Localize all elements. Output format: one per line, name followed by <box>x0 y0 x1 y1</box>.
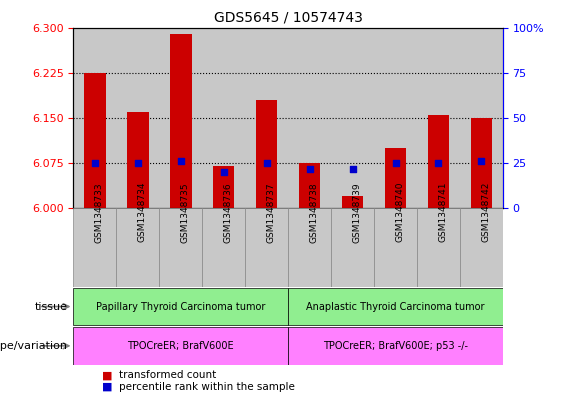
FancyBboxPatch shape <box>202 208 245 287</box>
Text: percentile rank within the sample: percentile rank within the sample <box>119 382 294 392</box>
Bar <box>213 166 234 208</box>
Text: GSM1348737: GSM1348737 <box>267 182 276 242</box>
Text: GSM1348733: GSM1348733 <box>95 182 104 242</box>
Text: Papillary Thyroid Carcinoma tumor: Papillary Thyroid Carcinoma tumor <box>96 301 266 312</box>
Text: ■: ■ <box>102 382 112 392</box>
Bar <box>159 28 202 208</box>
Text: genotype/variation: genotype/variation <box>0 341 68 351</box>
Point <box>262 160 271 166</box>
Bar <box>374 28 417 208</box>
Point <box>348 165 357 172</box>
Bar <box>288 28 331 208</box>
Point <box>176 158 185 164</box>
Bar <box>127 112 149 208</box>
Point <box>305 165 314 172</box>
Point <box>90 160 99 166</box>
Bar <box>428 115 449 208</box>
Bar <box>116 28 159 208</box>
Text: transformed count: transformed count <box>119 370 216 380</box>
FancyBboxPatch shape <box>73 208 116 287</box>
Point <box>219 169 228 175</box>
Bar <box>471 118 492 208</box>
Text: GSM1348741: GSM1348741 <box>438 182 447 242</box>
FancyBboxPatch shape <box>288 288 503 325</box>
FancyBboxPatch shape <box>73 288 288 325</box>
FancyBboxPatch shape <box>288 208 331 287</box>
FancyBboxPatch shape <box>159 208 202 287</box>
Point <box>434 160 443 166</box>
Bar <box>170 33 192 208</box>
FancyBboxPatch shape <box>331 208 374 287</box>
Bar <box>245 28 288 208</box>
Text: GSM1348735: GSM1348735 <box>181 182 190 242</box>
Text: GSM1348734: GSM1348734 <box>138 182 147 242</box>
Bar <box>299 163 320 208</box>
FancyBboxPatch shape <box>460 208 503 287</box>
Point <box>477 158 486 164</box>
Text: GSM1348740: GSM1348740 <box>396 182 405 242</box>
FancyBboxPatch shape <box>417 208 460 287</box>
Title: GDS5645 / 10574743: GDS5645 / 10574743 <box>214 11 363 25</box>
Bar <box>331 28 374 208</box>
FancyBboxPatch shape <box>288 327 503 365</box>
Bar <box>84 73 106 208</box>
FancyBboxPatch shape <box>73 327 288 365</box>
Text: GSM1348738: GSM1348738 <box>310 182 319 242</box>
Text: tissue: tissue <box>35 301 68 312</box>
Bar <box>460 28 503 208</box>
Point <box>391 160 400 166</box>
FancyBboxPatch shape <box>374 208 417 287</box>
Text: GSM1348742: GSM1348742 <box>481 182 490 242</box>
Text: Anaplastic Thyroid Carcinoma tumor: Anaplastic Thyroid Carcinoma tumor <box>306 301 485 312</box>
Bar <box>73 28 116 208</box>
Text: TPOCreER; BrafV600E; p53 -/-: TPOCreER; BrafV600E; p53 -/- <box>323 341 468 351</box>
Bar <box>417 28 460 208</box>
Bar <box>202 28 245 208</box>
Text: GSM1348739: GSM1348739 <box>353 182 362 242</box>
Bar <box>256 100 277 208</box>
Text: ■: ■ <box>102 370 112 380</box>
Point <box>133 160 142 166</box>
Text: GSM1348736: GSM1348736 <box>224 182 233 242</box>
FancyBboxPatch shape <box>245 208 288 287</box>
Text: TPOCreER; BrafV600E: TPOCreER; BrafV600E <box>128 341 234 351</box>
Bar <box>342 196 363 208</box>
FancyBboxPatch shape <box>116 208 159 287</box>
Bar <box>385 148 406 208</box>
